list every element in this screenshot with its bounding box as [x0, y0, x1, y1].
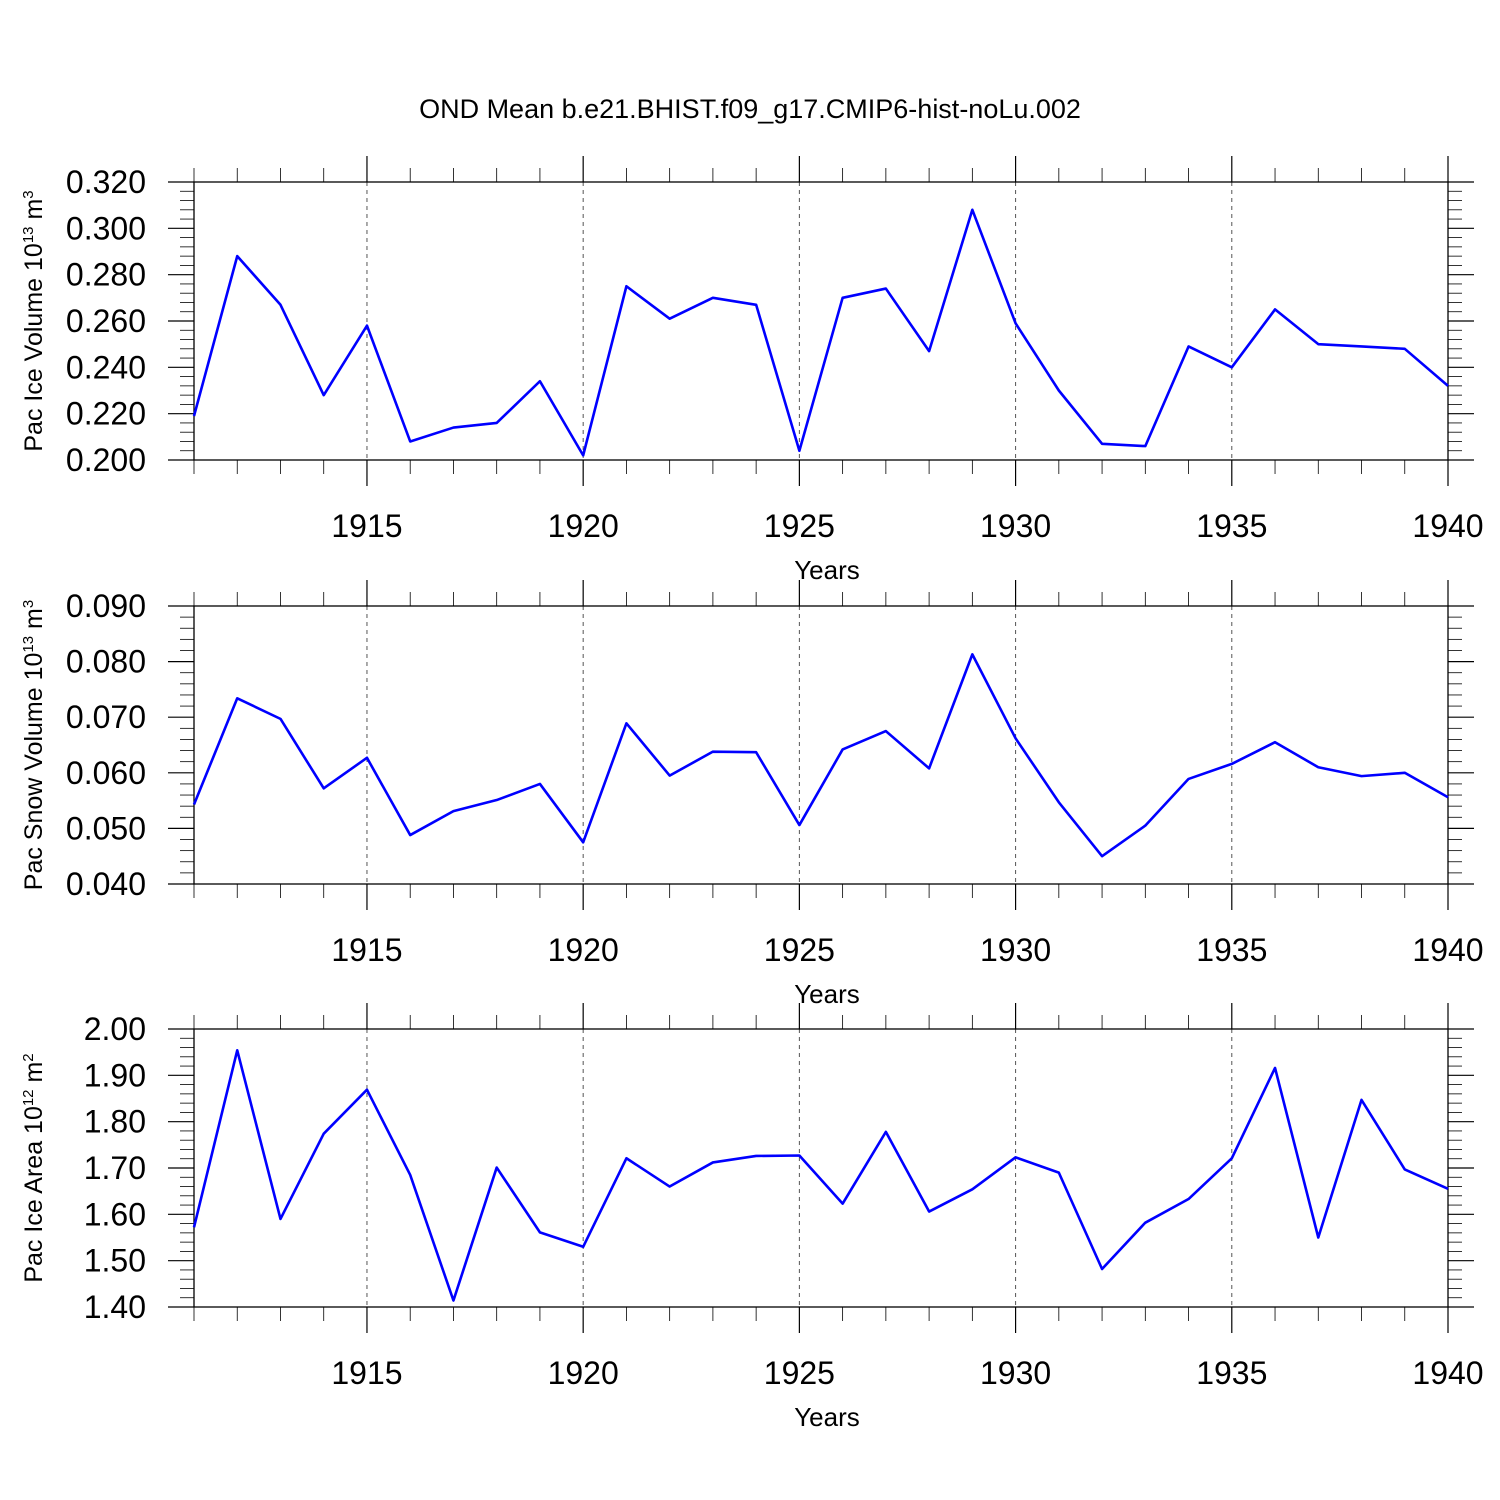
y-tick-label: 1.80 [84, 1104, 146, 1140]
plot-frame [193, 1028, 1449, 1308]
x-tick-label: 1915 [331, 508, 402, 544]
y-axis-title-part: m [20, 199, 48, 227]
y-tick-label: 0.300 [66, 210, 146, 246]
x-tick-label: 1925 [764, 508, 835, 544]
plot-frame [193, 605, 1449, 885]
y-tick-label: 0.220 [66, 396, 146, 432]
y-axis-title: Pac Ice Volume 1013 m3 [20, 190, 48, 451]
y-tick-label: 0.200 [66, 442, 146, 478]
x-tick-label: 1920 [548, 932, 619, 968]
series-line [192, 1049, 1449, 1302]
y-axis-title-part: Pac Ice Volume 10 [20, 243, 48, 451]
x-tick-label: 1925 [764, 932, 835, 968]
y-axis-title: Pac Ice Area 1012 m2 [20, 1053, 48, 1282]
figure-title: OND Mean b.e21.BHIST.f09_g17.CMIP6-hist-… [419, 94, 1081, 124]
x-tick-label: 1930 [980, 508, 1051, 544]
y-axis-title-part: m [20, 1062, 48, 1090]
y-tick-label: 0.070 [66, 699, 146, 735]
x-tick-label: 1920 [548, 508, 619, 544]
y-axis-title-superscript: 3 [20, 600, 37, 608]
x-tick-label: 1915 [331, 932, 402, 968]
panel-3: 1.40 1.50 1.60 1.70 1.80 1.90 2.00 1915 1920 1925… [20, 1003, 1484, 1432]
y-tick-label: 0.280 [66, 257, 146, 293]
y-tick-label: 1.60 [84, 1196, 146, 1232]
x-tick-label: 1935 [1196, 1355, 1267, 1391]
y-axis-title: Pac Snow Volume 1013 m3 [20, 600, 48, 890]
panel-2: 0.040 0.050 0.060 0.070 0.080 0.090 1915 1920 19… [20, 580, 1484, 1009]
x-tick-label: 1920 [548, 1355, 619, 1391]
y-tick-label: 0.240 [66, 349, 146, 385]
y-axis-title-part: Pac Ice Area 10 [20, 1106, 48, 1283]
x-tick-label: 1940 [1412, 932, 1483, 968]
x-tick-label: 1930 [980, 1355, 1051, 1391]
panel-1: 0.200 0.220 0.240 0.260 0.280 0.300 0.320 1915 1… [20, 156, 1484, 585]
y-axis-title-superscript: 13 [20, 226, 37, 243]
y-tick-label: 1.70 [84, 1150, 146, 1186]
x-tick-label: 1915 [331, 1355, 402, 1391]
y-axis-title-superscript: 2 [20, 1053, 37, 1061]
x-tick-label: 1940 [1412, 1355, 1483, 1391]
y-axis-title-superscript: 13 [20, 636, 37, 653]
y-tick-label: 0.040 [66, 866, 146, 902]
y-tick-label: 0.080 [66, 644, 146, 680]
y-tick-label: 0.060 [66, 755, 146, 791]
y-axis-title-superscript: 12 [20, 1089, 37, 1106]
plot-frame [193, 181, 1449, 461]
y-tick-label: 2.00 [84, 1011, 146, 1047]
series-line [192, 208, 1449, 457]
x-axis-title: Years [794, 555, 860, 585]
y-axis-title-superscript: 3 [20, 190, 37, 198]
y-tick-label: 0.260 [66, 303, 146, 339]
y-axis-title-part: m [20, 608, 48, 636]
x-tick-label: 1940 [1412, 508, 1483, 544]
x-axis-title: Years [794, 979, 860, 1009]
y-axis-title-part: Pac Snow Volume 10 [20, 653, 48, 891]
x-tick-label: 1935 [1196, 508, 1267, 544]
y-tick-label: 1.50 [84, 1243, 146, 1279]
x-tick-label: 1925 [764, 1355, 835, 1391]
y-tick-label: 1.90 [84, 1057, 146, 1093]
y-tick-label: 1.40 [84, 1289, 146, 1325]
y-tick-label: 0.050 [66, 810, 146, 846]
y-tick-label: 0.320 [66, 164, 146, 200]
x-tick-label: 1935 [1196, 932, 1267, 968]
series-line [192, 653, 1449, 858]
y-tick-label: 0.090 [66, 588, 146, 624]
x-tick-label: 1930 [980, 932, 1051, 968]
x-axis-title: Years [794, 1402, 860, 1432]
